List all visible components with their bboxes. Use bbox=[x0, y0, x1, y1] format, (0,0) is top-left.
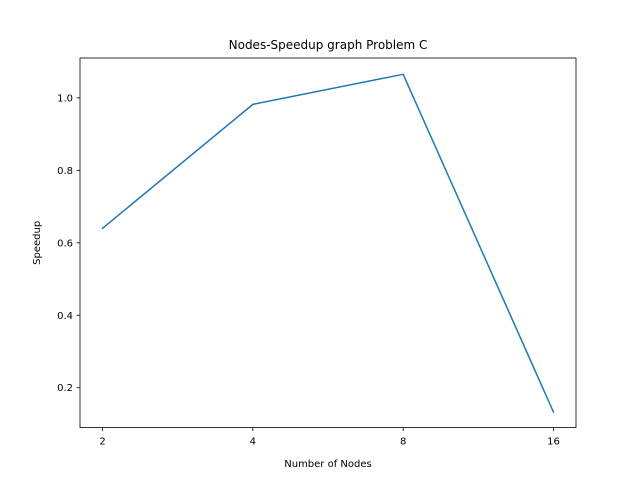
x-axis: 2 4 8 16 bbox=[99, 427, 560, 448]
x-tick-label: 4 bbox=[250, 437, 256, 448]
chart-title: Nodes-Speedup graph Problem C bbox=[229, 38, 428, 52]
series-line-1 bbox=[101, 73, 555, 414]
y-tick-label: 1.0 bbox=[57, 93, 73, 104]
y-tick-label: 0.8 bbox=[57, 166, 73, 177]
x-tick-label: 8 bbox=[400, 437, 406, 448]
y-tick-label: 0.2 bbox=[57, 383, 73, 394]
y-axis: 0.2 0.4 0.6 0.8 1.0 bbox=[57, 93, 80, 394]
x-axis-label: Number of Nodes bbox=[284, 459, 371, 470]
x-tick-label: 2 bbox=[99, 437, 105, 448]
x-tick-label: 16 bbox=[547, 437, 560, 448]
y-tick-label: 0.6 bbox=[57, 238, 73, 249]
series-layer bbox=[101, 73, 555, 414]
y-tick-label: 0.4 bbox=[57, 311, 73, 322]
y-axis-label: Speedup bbox=[32, 221, 43, 265]
plot-area bbox=[80, 58, 576, 428]
